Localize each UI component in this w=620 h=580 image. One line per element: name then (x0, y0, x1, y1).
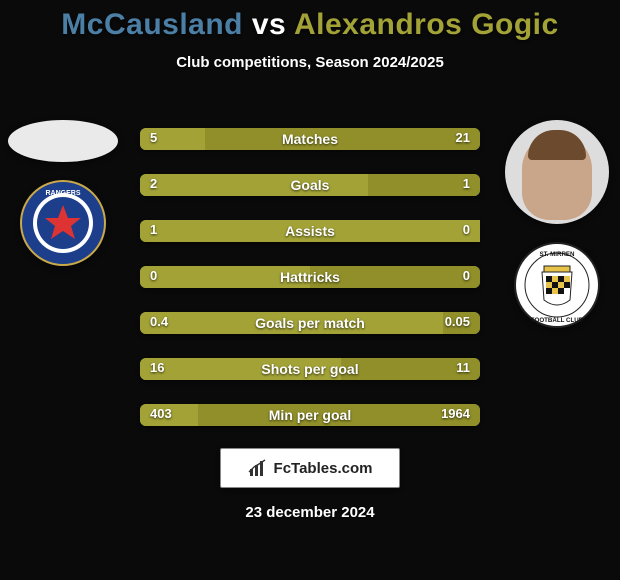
stat-value-left: 0 (150, 268, 157, 283)
player1-club-badge: RANGERS (20, 180, 106, 266)
page-title: McCausland vs Alexandros Gogic (0, 8, 620, 42)
stat-row: 0.4 0.05 Goals per match (140, 312, 480, 334)
stat-bar-left (140, 174, 368, 196)
stat-value-right: 0.05 (445, 314, 470, 329)
stat-label: Hattricks (280, 269, 340, 285)
player2-name: Alexandros Gogic (294, 8, 559, 41)
stat-value-left: 0.4 (150, 314, 168, 329)
vs-separator: vs (252, 8, 286, 41)
stat-value-left: 16 (150, 360, 164, 375)
stat-value-right: 0 (463, 268, 470, 283)
stat-value-left: 2 (150, 176, 157, 191)
stat-bar-right (205, 128, 480, 150)
stat-row: 1 0 Assists (140, 220, 480, 242)
bar-chart-icon (248, 458, 268, 478)
stat-value-right: 1 (463, 176, 470, 191)
footer-site-badge: FcTables.com (220, 448, 400, 488)
stats-area: 521Matches21Goals10Assists00Hattricks0.4… (140, 128, 480, 426)
footer-date: 23 december 2024 (0, 504, 620, 521)
stat-row: 0 0 Hattricks (140, 266, 480, 288)
stat-value-right: 0 (463, 222, 470, 237)
svg-text:ST. MIRREN: ST. MIRREN (539, 251, 575, 258)
stat-value-left: 403 (150, 406, 172, 421)
stmirren-badge-icon: ST. MIRREN FOOTBALL CLUB (514, 242, 600, 328)
stat-label: Shots per goal (261, 361, 358, 377)
stat-row: 5 21 Matches (140, 128, 480, 150)
rangers-badge-icon: RANGERS (20, 180, 106, 266)
stat-label: Min per goal (269, 407, 351, 423)
comparison-card: McCausland vs Alexandros Gogic Club comp… (0, 0, 620, 580)
player2-photo (505, 120, 609, 224)
stat-value-right: 1964 (441, 406, 470, 421)
stat-row: 2 1 Goals (140, 174, 480, 196)
stat-row: 16 11 Shots per goal (140, 358, 480, 380)
stat-row: 403 1964 Min per goal (140, 404, 480, 426)
subtitle: Club competitions, Season 2024/2025 (0, 54, 620, 71)
player2-face-icon (522, 134, 592, 220)
stat-label: Goals (291, 177, 330, 193)
footer-site-label: FcTables.com (274, 460, 373, 477)
player1-name: McCausland (61, 8, 243, 41)
stat-value-left: 1 (150, 222, 157, 237)
svg-text:FOOTBALL CLUB: FOOTBALL CLUB (531, 317, 584, 324)
right-column: ST. MIRREN FOOTBALL CLUB (502, 120, 612, 328)
stat-label: Goals per match (255, 315, 365, 331)
left-column: RANGERS (8, 120, 118, 266)
svg-text:RANGERS: RANGERS (45, 190, 80, 197)
stat-label: Assists (285, 223, 335, 239)
player1-photo (8, 120, 118, 162)
stat-value-right: 21 (456, 130, 470, 145)
player2-club-badge: ST. MIRREN FOOTBALL CLUB (514, 242, 600, 328)
stat-value-right: 11 (456, 360, 470, 375)
stat-value-left: 5 (150, 130, 157, 145)
stat-label: Matches (282, 131, 338, 147)
